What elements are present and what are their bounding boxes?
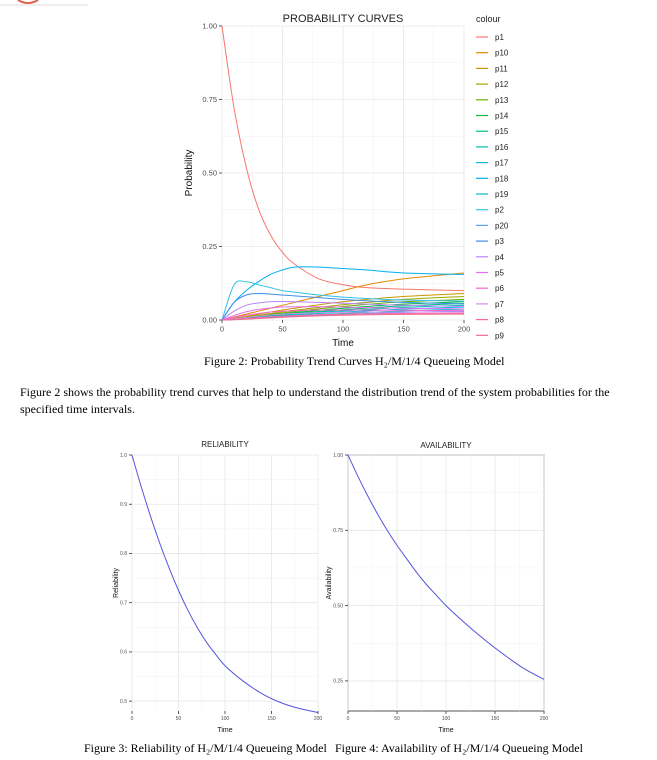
legend-label-p14: p14	[495, 112, 509, 121]
x-tick-label: 200	[314, 716, 323, 722]
legend-label-p9: p9	[495, 331, 504, 340]
legend-label-p16: p16	[495, 143, 509, 152]
legend-label-p19: p19	[495, 190, 509, 199]
x-tick-label: 100	[442, 716, 451, 722]
legend-label-p1: p1	[495, 33, 504, 42]
x-tick-label: 100	[337, 325, 350, 334]
figure-2-caption: Figure 2: Probability Trend Curves H₂/M/…	[204, 354, 505, 368]
y-tick-label: 1.00	[333, 453, 343, 459]
legend-label-p8: p8	[495, 316, 504, 325]
y-tick-label: 1.0	[120, 453, 127, 459]
availability-chart: 0 50 100 150 200 0.25 0.50 0.75 1.00 AVAILABILITY…	[326, 441, 549, 734]
x-tick-label: 0	[131, 716, 134, 722]
x-tick-label: 0	[220, 325, 224, 334]
legend-label-p18: p18	[495, 174, 509, 183]
y-tick-label: 0.8	[120, 551, 127, 557]
series-line-Reliability	[131, 454, 319, 713]
x-axis-label: Time	[332, 338, 354, 349]
reliability-chart: 0 50 100 150 200 0.5 0.6 0.7 0.8 0.9 1.0 RELIABILIT…	[113, 440, 323, 734]
chart-title: AVAILABILITY	[420, 441, 472, 450]
y-axis-label: Reliability	[113, 568, 120, 598]
chart-title: PROBABILITY CURVES	[283, 13, 404, 25]
series-line-p11	[221, 293, 465, 321]
figure-3-caption: Figure 3: Reliability of H₂/M/1/4 Queuei…	[84, 741, 327, 755]
y-tick-label: 0.9	[120, 502, 127, 508]
x-axis-label: Time	[217, 727, 232, 734]
x-tick-label: 150	[267, 716, 276, 722]
x-tick-label: 200	[540, 716, 549, 722]
series-line-p10	[221, 272, 465, 321]
x-tick-label: 0	[347, 716, 350, 722]
y-axis-label: Probability	[184, 150, 195, 197]
series-line-p5	[221, 306, 465, 321]
chart-title: RELIABILITY	[201, 440, 249, 449]
cropped-logo-fragment	[0, 0, 90, 6]
legend-label-p20: p20	[495, 221, 509, 230]
body-paragraph: Figure 2 shows the probability trend cur…	[20, 385, 610, 416]
series-line-p8	[221, 312, 465, 321]
legend-label-p4: p4	[495, 253, 504, 262]
x-tick-label: 50	[176, 716, 182, 722]
series-line-p3	[221, 293, 465, 321]
series-line-p9	[221, 313, 465, 321]
x-tick-label: 150	[491, 716, 500, 722]
y-tick-label: 0.00	[202, 316, 217, 325]
x-tick-label: 100	[221, 716, 230, 722]
y-tick-label: 0.50	[333, 603, 343, 609]
legend-label-p6: p6	[495, 284, 504, 293]
legend-label-p5: p5	[495, 269, 504, 278]
legend-label-p15: p15	[495, 127, 509, 136]
y-tick-label: 0.25	[333, 679, 343, 685]
legend-label-p13: p13	[495, 96, 509, 105]
x-axis-label: Time	[438, 727, 453, 734]
x-tick-label: 50	[394, 716, 400, 722]
legend-label-p17: p17	[495, 159, 509, 168]
probability-curves-chart: 0 50 100 150 200 0.00 0.25 0.50 0.75 1.00 PROBABIL…	[184, 13, 509, 349]
legend-title: colour	[476, 14, 501, 24]
x-tick-label: 150	[397, 325, 410, 334]
legend-label-p12: p12	[495, 80, 509, 89]
y-tick-label: 0.75	[333, 528, 343, 534]
series-line-p18	[221, 266, 465, 321]
y-tick-label: 0.75	[202, 95, 217, 104]
y-tick-label: 1.00	[202, 22, 217, 31]
legend-label-p7: p7	[495, 300, 504, 309]
legend-label-p2: p2	[495, 206, 504, 215]
y-tick-label: 0.25	[202, 242, 217, 251]
y-tick-label: 0.5	[120, 699, 127, 705]
series-line-p4	[221, 300, 465, 321]
series-line-p7	[221, 311, 464, 321]
series-line-Availability	[347, 454, 545, 680]
legend-label-p11: p11	[495, 64, 508, 73]
y-tick-label: 0.50	[202, 169, 217, 178]
x-tick-label: 50	[278, 325, 286, 334]
x-tick-label: 200	[458, 325, 471, 334]
y-axis-label: Availability	[326, 566, 333, 599]
series-line-p1	[221, 25, 465, 292]
y-tick-label: 0.6	[120, 650, 127, 656]
series-line-p6	[221, 309, 465, 321]
legend-label-p10: p10	[495, 49, 509, 58]
legend-label-p3: p3	[495, 237, 504, 246]
figure-4-caption: Figure 4: Availability of H₂/M/1/4 Queue…	[335, 741, 583, 755]
y-tick-label: 0.7	[120, 600, 127, 606]
series-line-p2	[221, 280, 465, 321]
